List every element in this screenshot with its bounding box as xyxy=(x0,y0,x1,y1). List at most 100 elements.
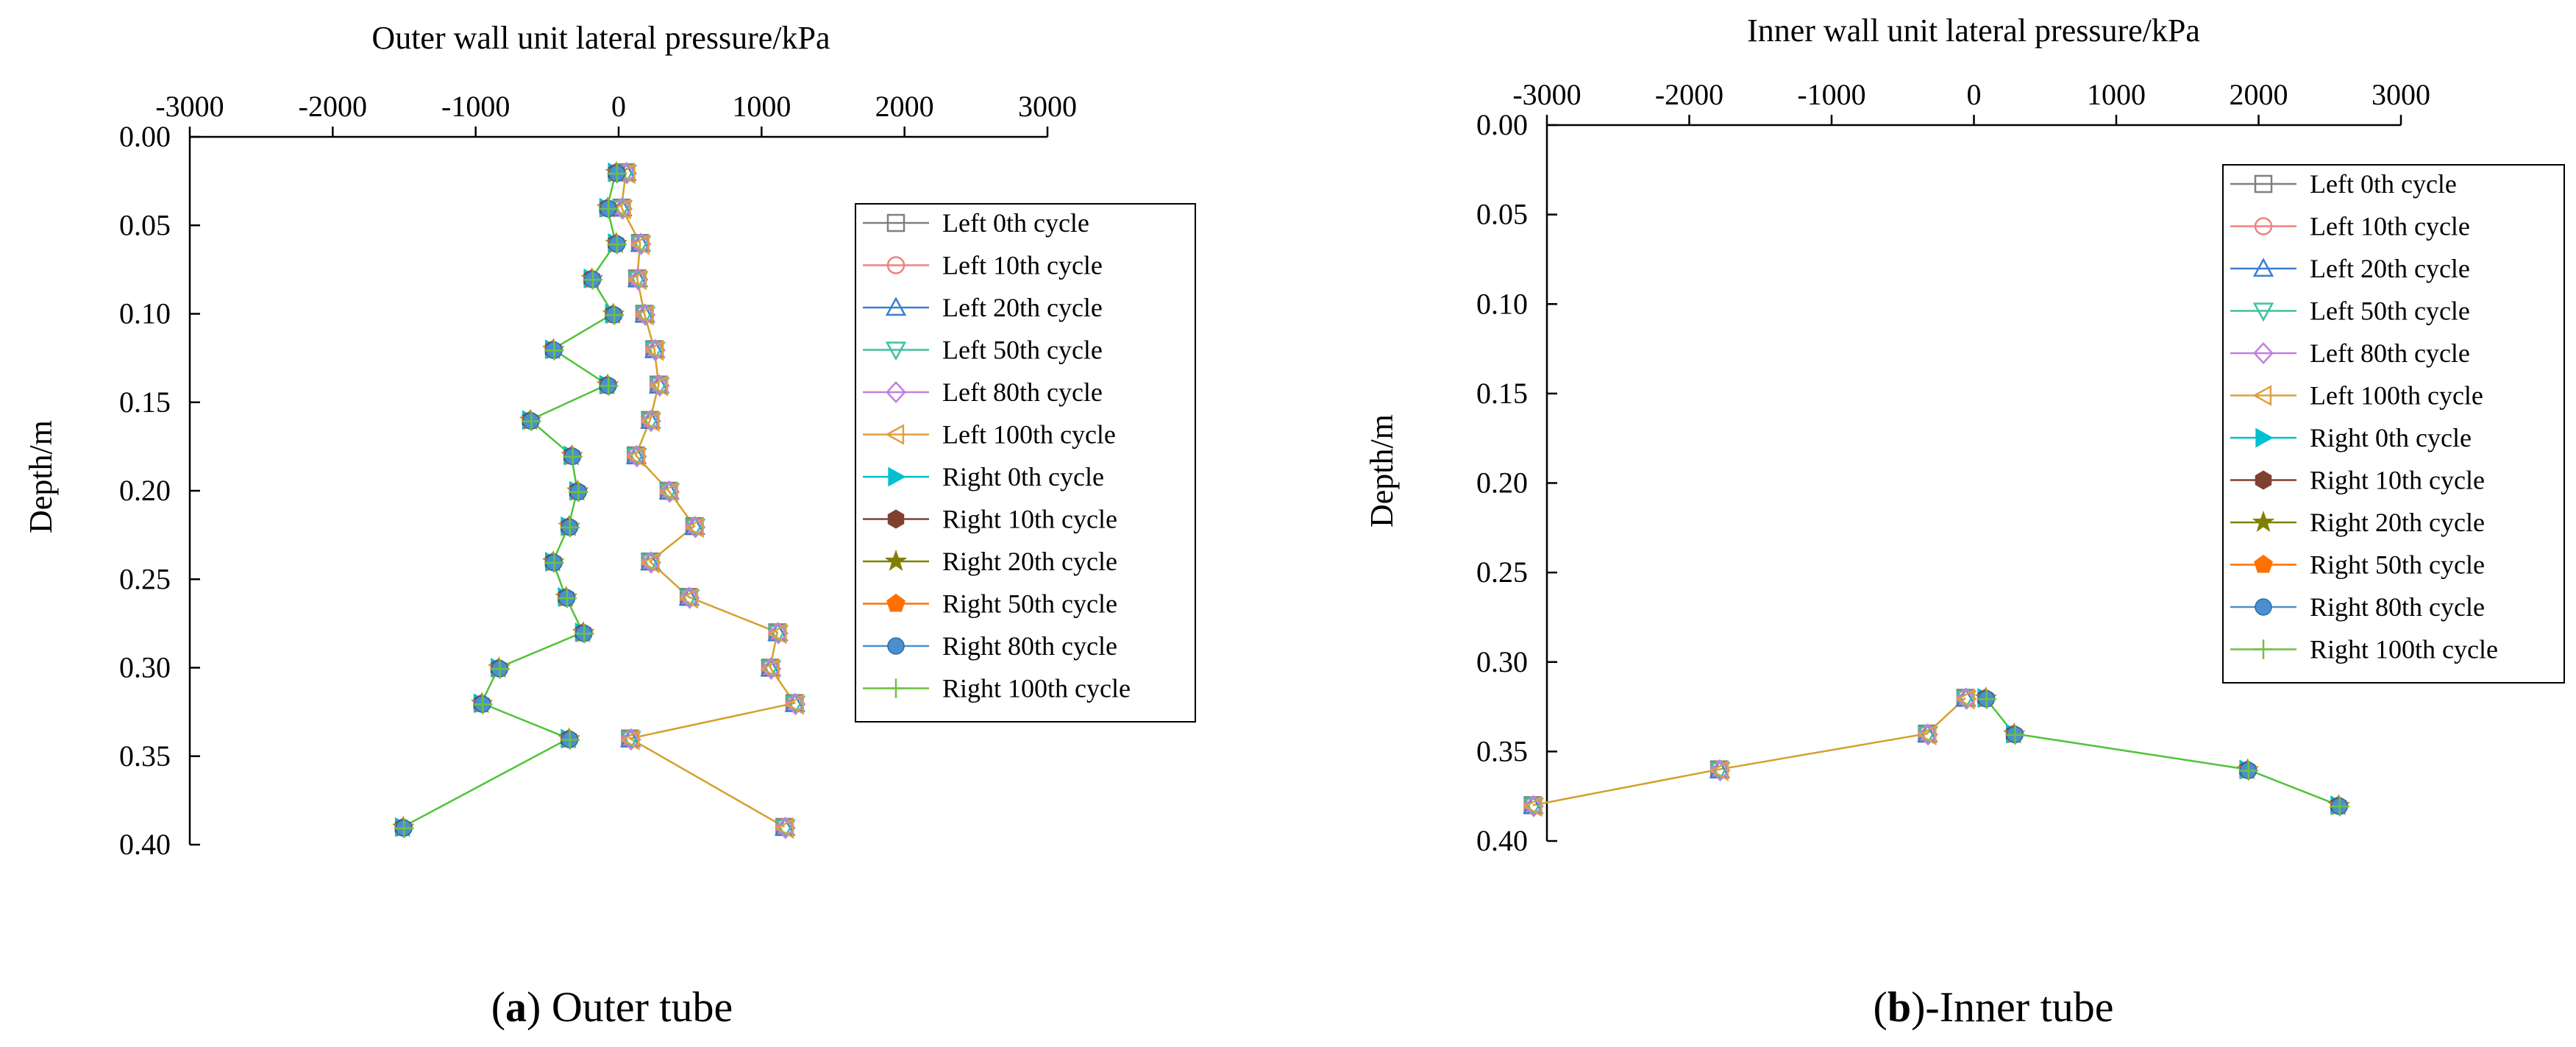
outer-point-right-11 xyxy=(544,553,564,573)
outer-point-left-3 xyxy=(626,447,647,467)
inner-tube-panel: Inner wall unit lateral pressure/kPa -30… xyxy=(1364,13,2565,1031)
inner-y-tick-label: 0.05 xyxy=(1476,198,1528,231)
inner-x-tick-label: 3000 xyxy=(2372,78,2430,111)
outer-point-left-4 xyxy=(768,622,789,645)
outer-y-tick-label: 0.30 xyxy=(119,651,171,684)
outer-point-left-5 xyxy=(785,694,804,715)
outer-tube-panel: Outer wall unit lateral pressure/kPa -30… xyxy=(23,20,1196,1031)
inner-y-tick-label: 0.15 xyxy=(1476,377,1528,410)
outer-point-left-5 xyxy=(630,233,650,255)
outer-point-right-11 xyxy=(557,588,577,608)
inner-legend-label: Right 0th cycle xyxy=(2310,423,2472,452)
inner-point-left-5 xyxy=(1917,724,1937,746)
outer-legend-marker-4 xyxy=(886,380,906,404)
inner-point-left-3 xyxy=(1709,762,1731,781)
inner-legend-marker-2 xyxy=(2252,258,2274,277)
outer-point-left-3 xyxy=(760,660,782,680)
inner-right-series-line xyxy=(1985,697,2339,806)
outer-point-left-5 xyxy=(659,481,678,503)
outer-point-left-5 xyxy=(679,587,699,609)
outer-legend-label: Left 20th cycle xyxy=(942,293,1103,322)
outer-point-left-5 xyxy=(635,305,654,326)
outer-point-left-4 xyxy=(685,516,706,539)
inner-legend-label: Right 80th cycle xyxy=(2310,592,2485,622)
inner-point-left-4 xyxy=(1709,759,1731,782)
inner-legend-label: Right 10th cycle xyxy=(2310,466,2485,495)
outer-point-left-5 xyxy=(611,198,631,220)
outer-point-left-4 xyxy=(650,375,670,397)
outer-point-left-3 xyxy=(775,819,796,839)
outer-legend-marker-9 xyxy=(886,593,905,612)
outer-point-left-3 xyxy=(684,519,706,538)
outer-legend-box xyxy=(855,203,1196,723)
outer-point-right-11 xyxy=(522,411,541,431)
inner-legend-label: Left 20th cycle xyxy=(2310,254,2470,283)
outer-legend-marker-1 xyxy=(886,256,905,274)
outer-point-left-5 xyxy=(649,375,669,397)
outer-point-right-11 xyxy=(607,234,627,255)
inner-point-right-11 xyxy=(2238,761,2259,781)
outer-point-right-11 xyxy=(583,270,603,290)
inner-x-tick-label: -2000 xyxy=(1655,78,1723,111)
outer-legend-label: Left 0th cycle xyxy=(942,208,1089,238)
inner-point-left-4 xyxy=(1956,687,1977,710)
outer-legend-label: Left 50th cycle xyxy=(942,336,1103,365)
outer-point-left-3 xyxy=(630,235,652,255)
inner-legend-marker-6 xyxy=(2255,427,2274,448)
outer-point-left-5 xyxy=(640,552,660,574)
outer-y-tick-label: 0.00 xyxy=(119,120,171,153)
outer-point-left-3 xyxy=(658,483,680,503)
outer-y-tick-label: 0.20 xyxy=(119,474,171,507)
outer-point-left-3 xyxy=(640,554,662,573)
inner-legend-label: Right 20th cycle xyxy=(2310,508,2485,537)
inner-legend-label: Left 10th cycle xyxy=(2310,212,2470,241)
inner-point-left-3 xyxy=(1955,690,1977,710)
outer-point-left-5 xyxy=(626,446,646,467)
inner-caption-text: )-Inner tube xyxy=(1911,983,2113,1031)
inner-point-left-3 xyxy=(1917,725,1938,745)
outer-point-right-11 xyxy=(569,482,588,502)
inner-x-tick-label: 1000 xyxy=(2087,78,2146,111)
inner-caption: (b)-Inner tube xyxy=(1874,983,2114,1031)
inner-y-axis-title: Depth/m xyxy=(1364,414,1400,528)
inner-point-left-3 xyxy=(1523,798,1544,817)
inner-point-left-4 xyxy=(1523,795,1544,817)
outer-x-tick-label: 3000 xyxy=(1018,90,1077,123)
outer-x-tick-label: 0 xyxy=(611,90,626,123)
inner-point-left-5 xyxy=(1523,795,1543,817)
outer-point-right-11 xyxy=(599,376,619,396)
outer-left-series-line xyxy=(620,171,797,828)
outer-legend-marker-10 xyxy=(887,637,905,655)
inner-point-right-11 xyxy=(1977,689,1996,709)
outer-x-tick-label: 2000 xyxy=(875,90,934,123)
outer-caption: (a) Outer tube xyxy=(491,983,733,1031)
outer-legend-label: Right 10th cycle xyxy=(942,505,1117,534)
outer-y-tick-label: 0.35 xyxy=(119,739,171,773)
inner-legend-marker-8 xyxy=(2252,510,2275,532)
outer-y-tick-label: 0.10 xyxy=(119,297,171,330)
inner-axes xyxy=(1545,115,2402,842)
outer-point-left-4 xyxy=(641,410,661,433)
outer-legend-marker-6 xyxy=(888,466,906,487)
outer-point-right-11 xyxy=(560,730,580,750)
outer-point-left-5 xyxy=(640,411,660,432)
inner-legend-marker-5 xyxy=(2252,385,2272,406)
inner-y-tick-label: 0.35 xyxy=(1476,734,1528,767)
outer-point-left-3 xyxy=(767,625,789,645)
inner-point-left-4 xyxy=(1918,723,1938,746)
outer-point-left-4 xyxy=(630,233,652,255)
outer-legend-marker-8 xyxy=(884,549,908,571)
inner-legend-marker-11 xyxy=(2253,639,2274,659)
inner-point-left-5 xyxy=(1709,760,1729,781)
outer-point-left-5 xyxy=(775,817,794,839)
outer-point-right-11 xyxy=(574,624,594,644)
outer-caption-letter: a xyxy=(505,983,527,1031)
outer-legend-label: Left 10th cycle xyxy=(942,251,1103,280)
inner-legend-marker-0 xyxy=(2254,174,2273,194)
outer-legend-marker-0 xyxy=(886,213,905,233)
outer-y-tick-label: 0.25 xyxy=(119,562,171,595)
inner-legend-label: Left 0th cycle xyxy=(2310,169,2457,199)
inner-caption-letter: b xyxy=(1887,983,1911,1031)
outer-point-left-4 xyxy=(679,586,700,609)
inner-left-series-line xyxy=(1532,697,1966,806)
